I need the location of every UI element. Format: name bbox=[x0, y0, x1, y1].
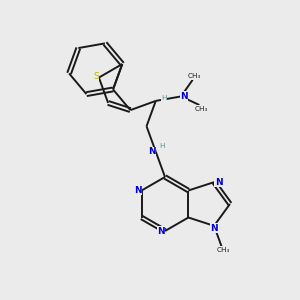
Text: N: N bbox=[180, 92, 188, 101]
Text: N: N bbox=[148, 147, 156, 156]
Text: CH₃: CH₃ bbox=[194, 106, 208, 112]
Text: H: H bbox=[160, 142, 165, 148]
Text: CH₃: CH₃ bbox=[216, 247, 230, 253]
Text: N: N bbox=[134, 186, 142, 195]
Text: N: N bbox=[157, 226, 165, 236]
Text: N: N bbox=[210, 224, 218, 233]
Text: N: N bbox=[215, 178, 222, 187]
Text: H: H bbox=[161, 95, 167, 101]
Text: S: S bbox=[93, 72, 99, 81]
Text: CH₃: CH₃ bbox=[188, 73, 201, 79]
